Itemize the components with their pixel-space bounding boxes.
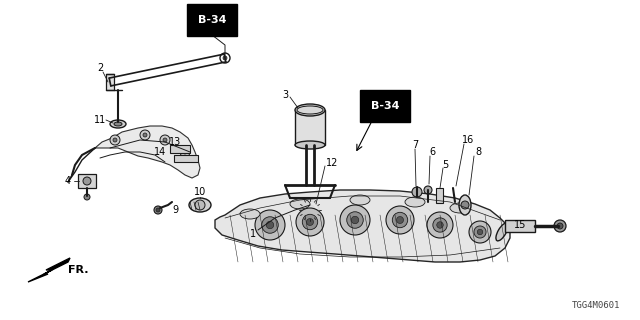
Ellipse shape — [189, 198, 211, 212]
Circle shape — [340, 205, 370, 235]
Text: 1: 1 — [250, 229, 256, 239]
Circle shape — [84, 194, 90, 200]
Text: 16: 16 — [462, 135, 474, 145]
Circle shape — [347, 212, 364, 228]
Circle shape — [305, 205, 315, 215]
Text: 4: 4 — [65, 176, 71, 186]
Circle shape — [469, 221, 491, 243]
Ellipse shape — [350, 195, 370, 205]
Text: B-34: B-34 — [371, 101, 399, 111]
Circle shape — [83, 177, 91, 185]
Circle shape — [296, 208, 324, 236]
Ellipse shape — [295, 141, 325, 149]
Circle shape — [307, 219, 314, 226]
Text: 11: 11 — [94, 115, 106, 125]
Circle shape — [183, 150, 187, 154]
Polygon shape — [95, 126, 200, 178]
Circle shape — [143, 133, 147, 137]
Ellipse shape — [496, 223, 508, 241]
Ellipse shape — [297, 106, 323, 114]
Circle shape — [262, 217, 278, 233]
Circle shape — [412, 187, 422, 197]
Text: 2: 2 — [97, 63, 103, 73]
Text: 10: 10 — [194, 187, 206, 197]
Ellipse shape — [290, 199, 310, 209]
Text: 5: 5 — [442, 160, 448, 170]
Circle shape — [386, 206, 414, 234]
Text: 9: 9 — [172, 205, 178, 215]
Circle shape — [110, 135, 120, 145]
Circle shape — [154, 206, 162, 214]
Circle shape — [461, 201, 469, 209]
Text: B-34: B-34 — [198, 15, 227, 25]
Circle shape — [351, 216, 359, 224]
Circle shape — [554, 220, 566, 232]
Bar — [436, 188, 443, 203]
Circle shape — [163, 138, 167, 142]
Text: 12: 12 — [326, 158, 338, 168]
Circle shape — [397, 217, 403, 223]
Circle shape — [113, 138, 117, 142]
Circle shape — [180, 147, 190, 157]
Text: 13: 13 — [169, 137, 181, 147]
Text: 7: 7 — [412, 140, 418, 150]
Ellipse shape — [110, 120, 126, 128]
Ellipse shape — [405, 197, 425, 207]
Text: TGG4M0601: TGG4M0601 — [572, 301, 620, 310]
Ellipse shape — [295, 104, 325, 116]
Bar — [295, 110, 325, 145]
Circle shape — [266, 221, 274, 229]
Text: 6: 6 — [429, 147, 435, 157]
Bar — [505, 220, 535, 232]
Text: B-34: B-34 — [371, 101, 399, 111]
Circle shape — [255, 210, 285, 240]
Text: FR.: FR. — [68, 265, 88, 275]
Circle shape — [433, 218, 447, 232]
Text: 3: 3 — [282, 90, 288, 100]
Bar — [174, 155, 198, 162]
Ellipse shape — [459, 195, 471, 215]
Text: B-34: B-34 — [198, 15, 227, 25]
Text: 8: 8 — [475, 147, 481, 157]
Ellipse shape — [240, 209, 260, 219]
Circle shape — [302, 214, 317, 230]
Circle shape — [424, 186, 432, 194]
Polygon shape — [215, 190, 510, 262]
Circle shape — [223, 56, 227, 60]
Ellipse shape — [450, 203, 470, 213]
Circle shape — [195, 200, 205, 210]
Text: 14: 14 — [154, 147, 166, 157]
Circle shape — [474, 226, 486, 238]
Circle shape — [557, 223, 563, 229]
Circle shape — [140, 130, 150, 140]
Circle shape — [427, 212, 453, 238]
Circle shape — [156, 208, 160, 212]
Bar — [78, 174, 96, 188]
Ellipse shape — [114, 122, 122, 126]
Circle shape — [477, 229, 483, 235]
Polygon shape — [28, 258, 70, 282]
Bar — [170, 145, 190, 153]
Circle shape — [392, 212, 408, 228]
Bar — [106, 74, 114, 90]
Circle shape — [160, 135, 170, 145]
Text: 15: 15 — [514, 220, 526, 230]
Circle shape — [436, 222, 444, 228]
